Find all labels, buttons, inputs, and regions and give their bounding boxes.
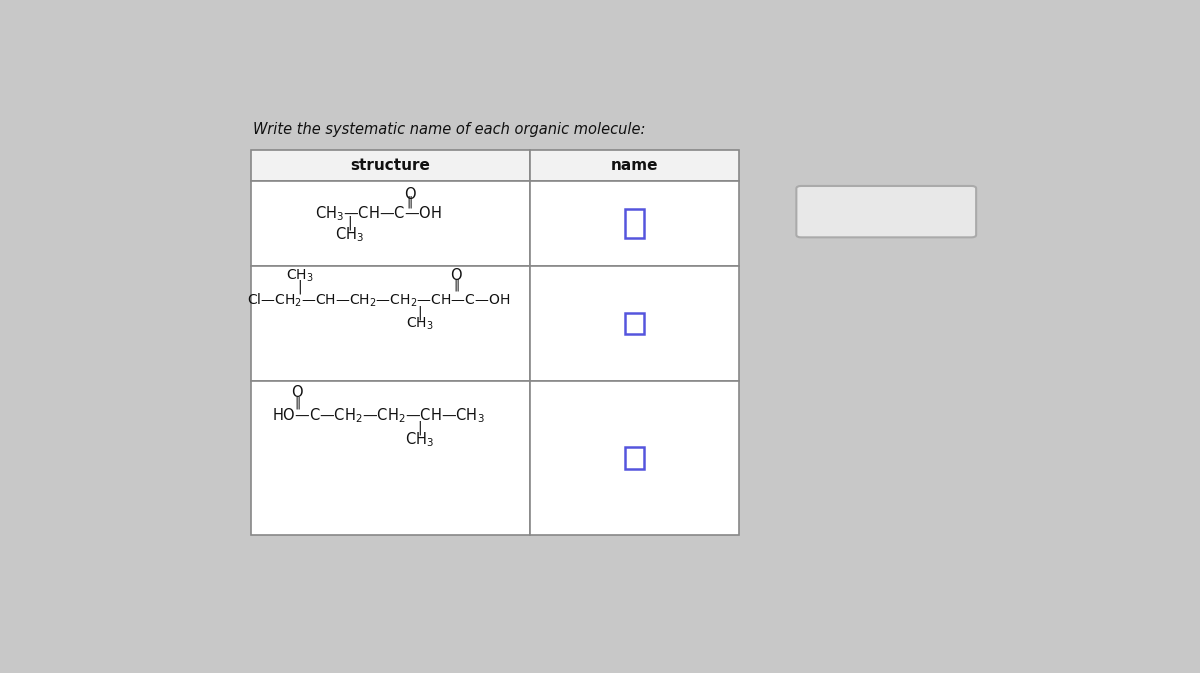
FancyBboxPatch shape (797, 186, 976, 238)
Text: CH$_3$—CH—C—OH: CH$_3$—CH—C—OH (316, 204, 442, 223)
Bar (251, 266, 529, 381)
Text: ↺: ↺ (907, 202, 924, 221)
Text: |: | (348, 216, 353, 230)
Bar (251, 381, 529, 535)
Bar (529, 266, 739, 381)
Text: ×: × (847, 202, 864, 221)
Text: ‖: ‖ (407, 196, 413, 209)
Text: |: | (418, 421, 422, 435)
Text: ‖: ‖ (454, 279, 460, 291)
Bar (251, 150, 529, 181)
Bar (625, 209, 643, 238)
Text: |: | (418, 306, 422, 320)
Text: HO—C—CH$_2$—CH$_2$—CH—CH$_3$: HO—C—CH$_2$—CH$_2$—CH—CH$_3$ (272, 406, 485, 425)
Bar (529, 181, 739, 266)
Text: CH$_3$: CH$_3$ (406, 430, 434, 449)
Bar (529, 150, 739, 181)
Text: ‖: ‖ (294, 396, 300, 409)
Text: Cl—CH$_2$—CH—CH$_2$—CH$_2$—CH—C—OH: Cl—CH$_2$—CH—CH$_2$—CH$_2$—CH—C—OH (247, 291, 510, 309)
Text: name: name (611, 158, 658, 173)
Text: |: | (298, 279, 302, 293)
Text: O: O (404, 187, 415, 202)
Bar (625, 448, 643, 469)
Text: O: O (292, 385, 304, 400)
Bar (625, 312, 643, 334)
Text: structure: structure (350, 158, 430, 173)
Text: CH$_3$: CH$_3$ (336, 225, 365, 244)
Text: CH$_3$: CH$_3$ (406, 316, 433, 332)
Text: Write the systematic name of each organic molecule:: Write the systematic name of each organi… (253, 122, 646, 137)
Bar (529, 381, 739, 535)
Text: CH$_3$: CH$_3$ (286, 267, 313, 284)
Text: O: O (450, 268, 462, 283)
Bar (251, 181, 529, 266)
